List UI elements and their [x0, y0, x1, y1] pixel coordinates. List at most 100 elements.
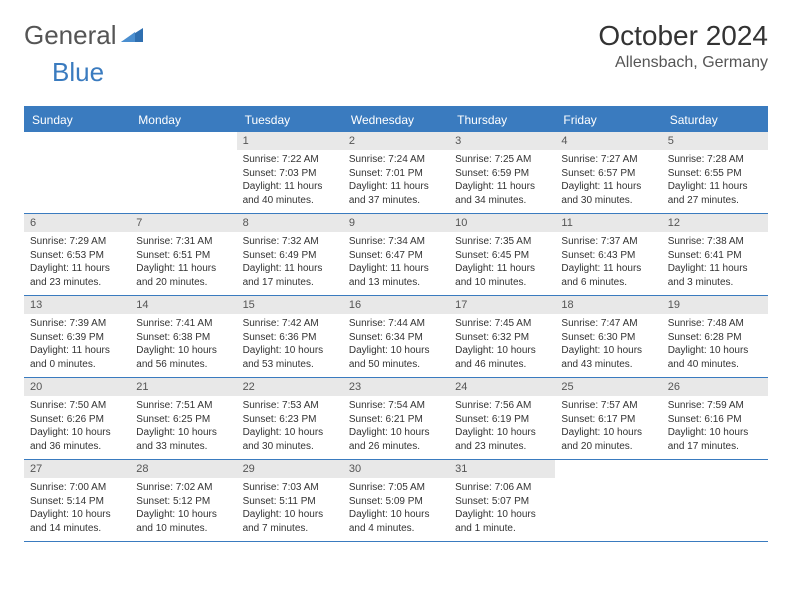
sunrise-text: Sunrise: 7:03 AM [243, 481, 337, 495]
sunrise-text: Sunrise: 7:22 AM [243, 153, 337, 167]
sunset-text: Sunset: 6:16 PM [668, 413, 762, 427]
day-details: Sunrise: 7:22 AMSunset: 7:03 PMDaylight:… [237, 150, 343, 213]
day-details: Sunrise: 7:32 AMSunset: 6:49 PMDaylight:… [237, 232, 343, 295]
daylight-text: Daylight: 10 hours and 56 minutes. [136, 344, 230, 371]
sunrise-text: Sunrise: 7:47 AM [561, 317, 655, 331]
calendar-cell: 14Sunrise: 7:41 AMSunset: 6:38 PMDayligh… [130, 296, 236, 377]
daylight-text: Daylight: 10 hours and 43 minutes. [561, 344, 655, 371]
calendar-cell [555, 460, 661, 541]
sunrise-text: Sunrise: 7:05 AM [349, 481, 443, 495]
sunset-text: Sunset: 6:21 PM [349, 413, 443, 427]
day-number: 14 [130, 296, 236, 314]
calendar-cell: 10Sunrise: 7:35 AMSunset: 6:45 PMDayligh… [449, 214, 555, 295]
day-header: Thursday [449, 108, 555, 132]
sunset-text: Sunset: 6:59 PM [455, 167, 549, 181]
sunrise-text: Sunrise: 7:44 AM [349, 317, 443, 331]
sunrise-text: Sunrise: 7:41 AM [136, 317, 230, 331]
sunrise-text: Sunrise: 7:00 AM [30, 481, 124, 495]
daylight-text: Daylight: 10 hours and 26 minutes. [349, 426, 443, 453]
calendar-week: 20Sunrise: 7:50 AMSunset: 6:26 PMDayligh… [24, 378, 768, 460]
sunset-text: Sunset: 5:07 PM [455, 495, 549, 509]
calendar-week: 6Sunrise: 7:29 AMSunset: 6:53 PMDaylight… [24, 214, 768, 296]
calendar-cell [130, 132, 236, 213]
day-details: Sunrise: 7:37 AMSunset: 6:43 PMDaylight:… [555, 232, 661, 295]
calendar-cell: 23Sunrise: 7:54 AMSunset: 6:21 PMDayligh… [343, 378, 449, 459]
sunrise-text: Sunrise: 7:48 AM [668, 317, 762, 331]
logo: General [24, 20, 145, 51]
day-number: 28 [130, 460, 236, 478]
calendar-cell: 2Sunrise: 7:24 AMSunset: 7:01 PMDaylight… [343, 132, 449, 213]
sunset-text: Sunset: 6:25 PM [136, 413, 230, 427]
calendar-cell: 1Sunrise: 7:22 AMSunset: 7:03 PMDaylight… [237, 132, 343, 213]
day-details: Sunrise: 7:50 AMSunset: 6:26 PMDaylight:… [24, 396, 130, 459]
daylight-text: Daylight: 11 hours and 0 minutes. [30, 344, 124, 371]
sunset-text: Sunset: 6:53 PM [30, 249, 124, 263]
daylight-text: Daylight: 10 hours and 14 minutes. [30, 508, 124, 535]
sunrise-text: Sunrise: 7:37 AM [561, 235, 655, 249]
day-number: 2 [343, 132, 449, 150]
calendar-cell: 11Sunrise: 7:37 AMSunset: 6:43 PMDayligh… [555, 214, 661, 295]
calendar-cell: 22Sunrise: 7:53 AMSunset: 6:23 PMDayligh… [237, 378, 343, 459]
day-number: 11 [555, 214, 661, 232]
day-details: Sunrise: 7:41 AMSunset: 6:38 PMDaylight:… [130, 314, 236, 377]
day-details: Sunrise: 7:45 AMSunset: 6:32 PMDaylight:… [449, 314, 555, 377]
day-number: 21 [130, 378, 236, 396]
day-number: 17 [449, 296, 555, 314]
day-number: 16 [343, 296, 449, 314]
calendar-cell: 8Sunrise: 7:32 AMSunset: 6:49 PMDaylight… [237, 214, 343, 295]
sunset-text: Sunset: 6:17 PM [561, 413, 655, 427]
daylight-text: Daylight: 10 hours and 20 minutes. [561, 426, 655, 453]
day-details: Sunrise: 7:57 AMSunset: 6:17 PMDaylight:… [555, 396, 661, 459]
day-header: Saturday [662, 108, 768, 132]
calendar-cell: 28Sunrise: 7:02 AMSunset: 5:12 PMDayligh… [130, 460, 236, 541]
sunset-text: Sunset: 6:32 PM [455, 331, 549, 345]
sunset-text: Sunset: 6:41 PM [668, 249, 762, 263]
calendar-cell: 24Sunrise: 7:56 AMSunset: 6:19 PMDayligh… [449, 378, 555, 459]
day-number: 18 [555, 296, 661, 314]
calendar-cell: 12Sunrise: 7:38 AMSunset: 6:41 PMDayligh… [662, 214, 768, 295]
daylight-text: Daylight: 10 hours and 33 minutes. [136, 426, 230, 453]
daylight-text: Daylight: 11 hours and 34 minutes. [455, 180, 549, 207]
daylight-text: Daylight: 10 hours and 36 minutes. [30, 426, 124, 453]
day-details: Sunrise: 7:44 AMSunset: 6:34 PMDaylight:… [343, 314, 449, 377]
day-details: Sunrise: 7:29 AMSunset: 6:53 PMDaylight:… [24, 232, 130, 295]
daylight-text: Daylight: 11 hours and 3 minutes. [668, 262, 762, 289]
sunrise-text: Sunrise: 7:53 AM [243, 399, 337, 413]
daylight-text: Daylight: 11 hours and 40 minutes. [243, 180, 337, 207]
calendar-cell: 5Sunrise: 7:28 AMSunset: 6:55 PMDaylight… [662, 132, 768, 213]
day-number: 3 [449, 132, 555, 150]
calendar-cell: 4Sunrise: 7:27 AMSunset: 6:57 PMDaylight… [555, 132, 661, 213]
sunset-text: Sunset: 6:30 PM [561, 331, 655, 345]
sunset-text: Sunset: 6:51 PM [136, 249, 230, 263]
daylight-text: Daylight: 10 hours and 4 minutes. [349, 508, 443, 535]
daylight-text: Daylight: 10 hours and 50 minutes. [349, 344, 443, 371]
sunrise-text: Sunrise: 7:54 AM [349, 399, 443, 413]
day-header: Wednesday [343, 108, 449, 132]
calendar-week: 1Sunrise: 7:22 AMSunset: 7:03 PMDaylight… [24, 132, 768, 214]
calendar-cell: 31Sunrise: 7:06 AMSunset: 5:07 PMDayligh… [449, 460, 555, 541]
sunset-text: Sunset: 5:12 PM [136, 495, 230, 509]
day-details: Sunrise: 7:02 AMSunset: 5:12 PMDaylight:… [130, 478, 236, 541]
title-block: October 2024 Allensbach, Germany [598, 20, 768, 72]
day-details: Sunrise: 7:53 AMSunset: 6:23 PMDaylight:… [237, 396, 343, 459]
day-number: 20 [24, 378, 130, 396]
daylight-text: Daylight: 10 hours and 40 minutes. [668, 344, 762, 371]
day-details: Sunrise: 7:25 AMSunset: 6:59 PMDaylight:… [449, 150, 555, 213]
calendar-cell: 16Sunrise: 7:44 AMSunset: 6:34 PMDayligh… [343, 296, 449, 377]
calendar-cell: 21 Sunrise: 7:51 AMSunset: 6:25 PMDayligh… [130, 378, 236, 459]
day-number: 22 [237, 378, 343, 396]
day-number: 5 [662, 132, 768, 150]
sunset-text: Sunset: 6:36 PM [243, 331, 337, 345]
day-number: 4 [555, 132, 661, 150]
daylight-text: Daylight: 11 hours and 23 minutes. [30, 262, 124, 289]
sunrise-text: Sunrise: 7:29 AM [30, 235, 124, 249]
sunset-text: Sunset: 6:26 PM [30, 413, 124, 427]
sunrise-text: Sunrise: 7:39 AM [30, 317, 124, 331]
day-number: 6 [24, 214, 130, 232]
sunrise-text: Sunrise: 7:51 AM [136, 399, 230, 413]
sunrise-text: Sunrise: 7:50 AM [30, 399, 124, 413]
daylight-text: Daylight: 11 hours and 10 minutes. [455, 262, 549, 289]
day-number: 27 [24, 460, 130, 478]
day-details: Sunrise: 7:24 AMSunset: 7:01 PMDaylight:… [343, 150, 449, 213]
calendar-week: 13Sunrise: 7:39 AMSunset: 6:39 PMDayligh… [24, 296, 768, 378]
